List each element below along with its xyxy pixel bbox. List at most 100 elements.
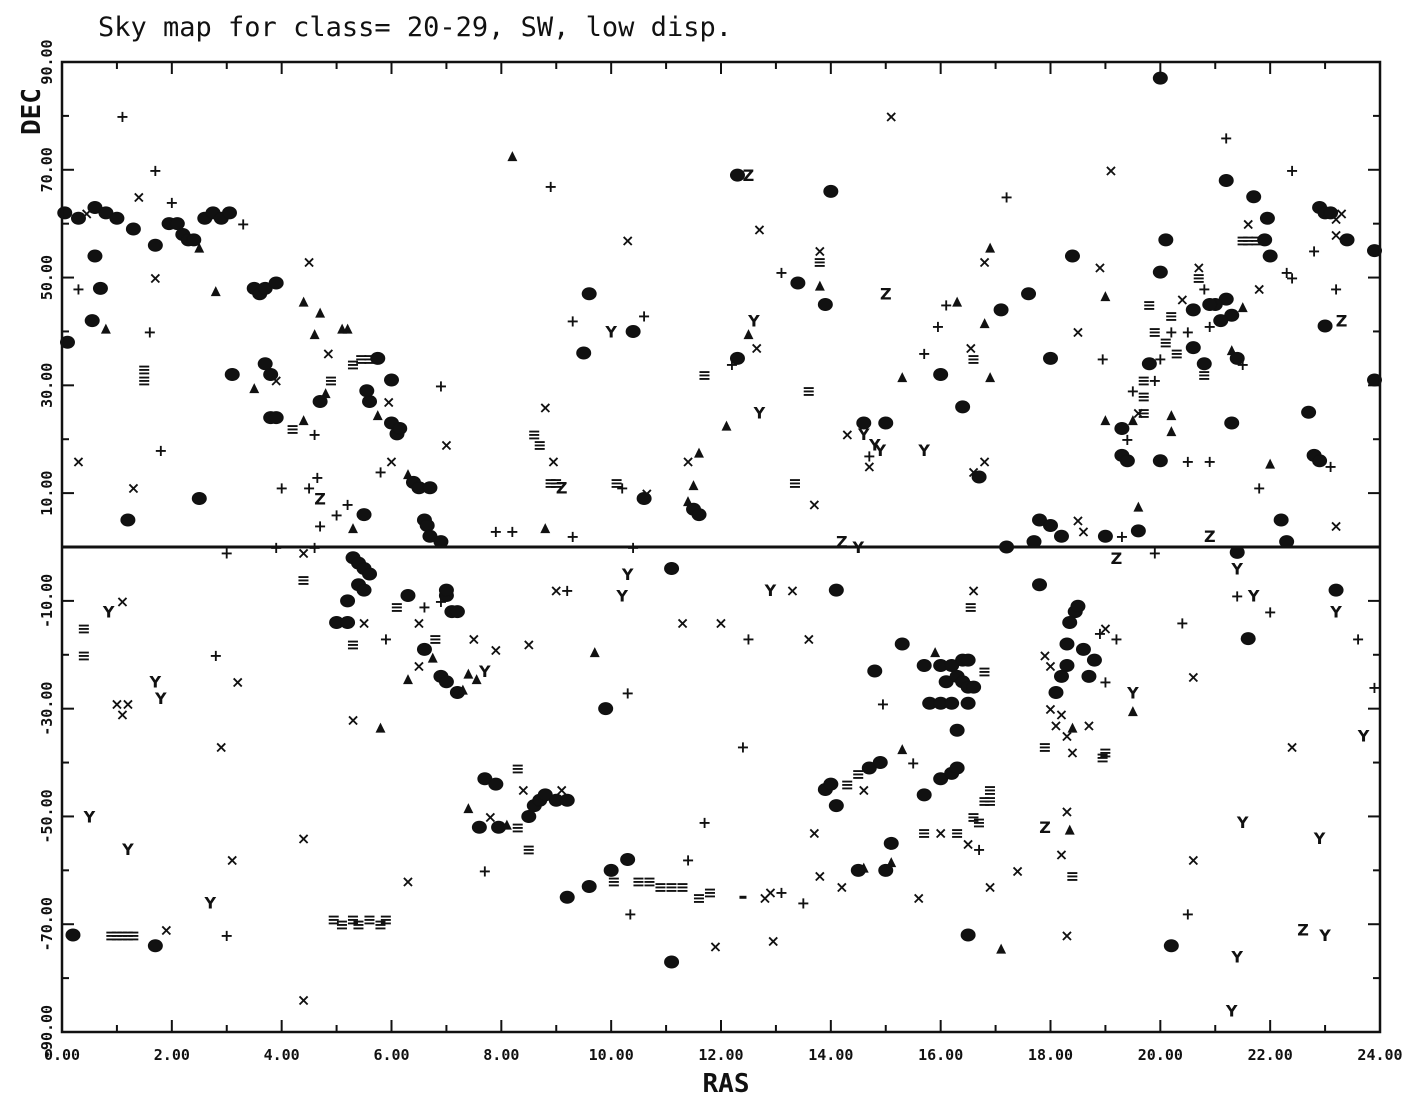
- data-point: [1114, 421, 1130, 435]
- data-point: +: [1181, 322, 1194, 341]
- data-point: ▲: [310, 326, 320, 341]
- data-point: Y: [478, 662, 491, 681]
- data-point: [186, 233, 202, 247]
- data-point: [1163, 939, 1179, 953]
- data-point: ×: [967, 581, 980, 600]
- data-point: ≡: [533, 436, 546, 455]
- data-point: ×: [1176, 290, 1189, 309]
- data-point: +: [1285, 269, 1298, 288]
- data-point: ▲: [540, 520, 550, 535]
- x-tick-label: 18.00: [1028, 1046, 1073, 1064]
- data-point: ▲: [590, 644, 600, 659]
- data-point: [92, 281, 108, 295]
- data-point: Y: [917, 441, 930, 460]
- data-point: +: [1324, 457, 1337, 476]
- data-point: [1158, 233, 1174, 247]
- data-point: [422, 481, 438, 495]
- data-point: [70, 211, 86, 225]
- data-point: ×: [835, 878, 848, 897]
- data-point: ×: [1071, 322, 1084, 341]
- data-point: [84, 314, 100, 328]
- data-point: ▲: [507, 149, 517, 164]
- data-point: +: [154, 441, 167, 460]
- data-point: +: [308, 425, 321, 444]
- data-point: ×: [484, 807, 497, 826]
- data-point: ≡: [511, 759, 524, 778]
- data-point: ×: [885, 107, 898, 126]
- data-point: ×: [1285, 737, 1298, 756]
- data-point: ≡: [676, 878, 689, 897]
- data-point: ×: [346, 710, 359, 729]
- data-point: ≡: [429, 630, 442, 649]
- data-point: [384, 373, 399, 387]
- data-point: ≡: [297, 570, 310, 589]
- y-tick-label: 70.00: [38, 147, 56, 192]
- data-point: [1062, 615, 1078, 629]
- data-point: [993, 303, 1009, 317]
- data-point: ×: [808, 495, 821, 514]
- data-point: [1152, 71, 1168, 85]
- data-point: [1240, 632, 1256, 646]
- data-point: ▲: [348, 520, 358, 535]
- data-point: +: [311, 468, 324, 487]
- data-point: ×: [978, 252, 991, 271]
- data-point: +: [1285, 161, 1298, 180]
- data-point: ▲: [1238, 300, 1248, 315]
- x-tick-labels: 0.00 2.00 4.00 6.00 8.00 10.00 12.00 14.00 16.00…: [44, 1046, 1403, 1064]
- x-tick-label: 20.00: [1138, 1046, 1183, 1064]
- data-point: ▲: [343, 321, 353, 336]
- data-point: ▲: [1265, 456, 1275, 471]
- data-point: ×: [1132, 403, 1145, 422]
- data-point: [878, 416, 894, 430]
- data-point: ×: [857, 781, 870, 800]
- x-tick-label: 0.00: [44, 1046, 80, 1064]
- data-point: [894, 637, 910, 651]
- data-point: ▲: [952, 294, 962, 309]
- data-point: ×: [116, 592, 129, 611]
- data-point: ≡: [802, 382, 815, 401]
- data-point: +: [209, 646, 222, 665]
- data-point: ×: [983, 878, 996, 897]
- data-point: [856, 416, 872, 430]
- data-point: [1317, 319, 1333, 333]
- data-point: ×: [640, 484, 653, 503]
- data-point: [1152, 454, 1168, 468]
- data-point: ▲: [815, 278, 825, 293]
- data-point: ×: [681, 452, 694, 471]
- data-point: ×: [269, 371, 282, 390]
- data-point: ≡: [1148, 322, 1161, 341]
- data-point: +: [775, 263, 788, 282]
- data-point: [392, 421, 408, 435]
- data-point: [263, 368, 279, 382]
- data-point: +: [1263, 603, 1276, 622]
- data-point: ≡: [1099, 743, 1112, 762]
- data-point: +: [313, 516, 326, 535]
- data-point: ×: [802, 630, 815, 649]
- data-point: +: [544, 177, 557, 196]
- data-point: ×: [1241, 215, 1254, 234]
- data-point: ×: [517, 781, 530, 800]
- data-point: +: [939, 296, 952, 315]
- data-point: [1229, 351, 1245, 365]
- data-point: +: [149, 161, 162, 180]
- data-point: ≡: [654, 878, 667, 897]
- data-point: [438, 675, 454, 689]
- data-point: ×: [912, 888, 925, 907]
- data-point: [739, 895, 747, 899]
- data-point: [449, 686, 465, 699]
- data-point: [664, 955, 680, 969]
- data-point: ×: [1192, 258, 1205, 277]
- data-point: +: [797, 894, 810, 913]
- data-point: +: [1181, 452, 1194, 471]
- data-point: ≡: [1241, 231, 1254, 250]
- data-point: +: [1110, 630, 1123, 649]
- x-tick-label: 6.00: [373, 1046, 409, 1064]
- data-point: [1323, 206, 1339, 220]
- data-point: [559, 890, 575, 904]
- x-tick-label: 2.00: [154, 1046, 190, 1064]
- data-point: [1367, 373, 1383, 387]
- data-point: ×: [863, 457, 876, 476]
- data-point: ≡: [1170, 344, 1183, 363]
- data-point: ▲: [194, 240, 204, 255]
- data-point: ▲: [859, 860, 869, 875]
